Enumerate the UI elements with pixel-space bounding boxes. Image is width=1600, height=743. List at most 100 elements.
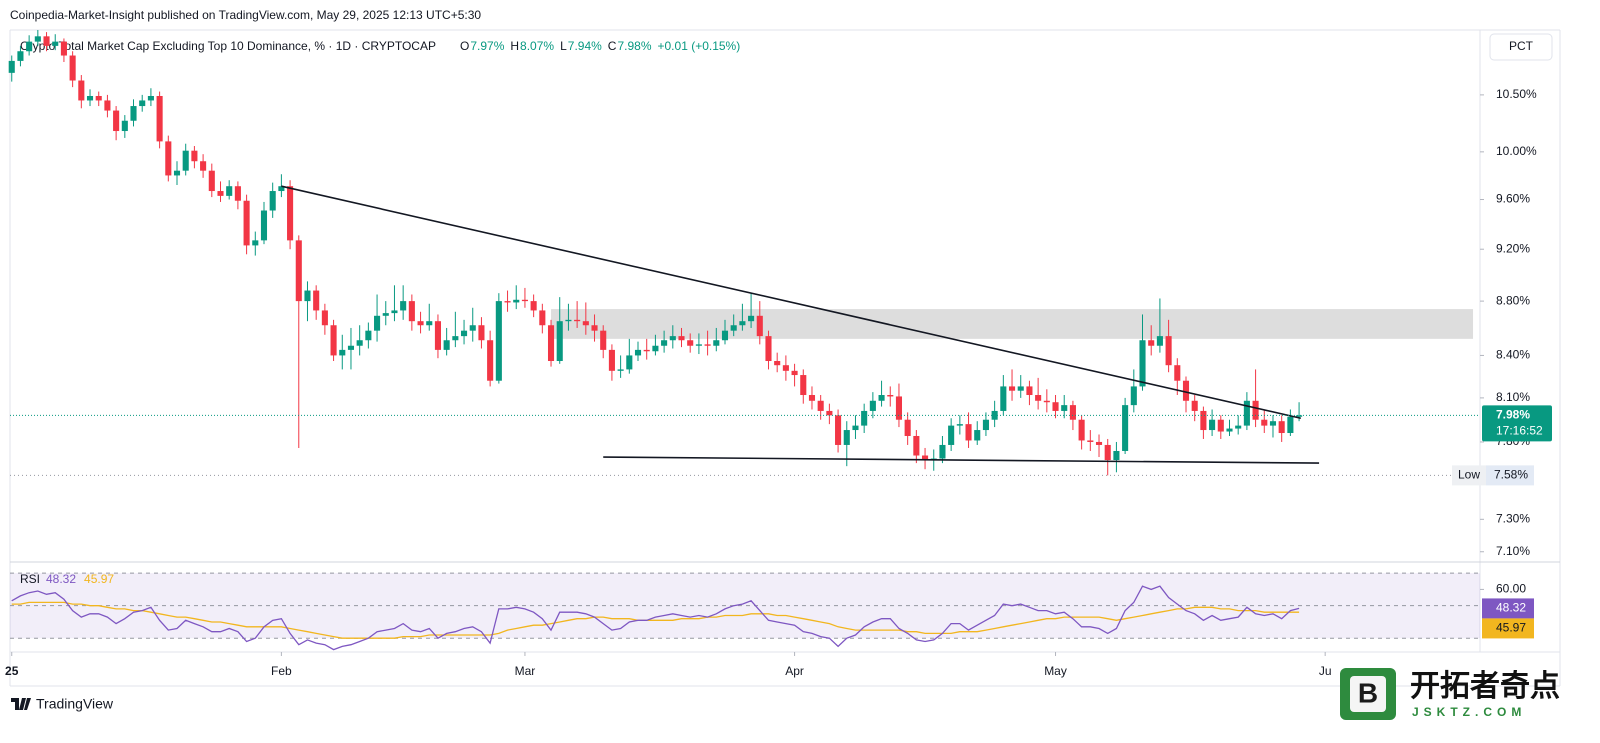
candle-body: [121, 120, 128, 132]
candle-body: [243, 200, 250, 246]
candle-body: [295, 240, 302, 302]
candle-body: [130, 106, 137, 121]
candle-body: [852, 425, 859, 431]
candle-body: [600, 330, 607, 350]
candle-body: [252, 240, 259, 246]
candle-body: [617, 369, 624, 371]
brand-text: TradingView: [36, 696, 114, 712]
axis-value-box: [1482, 618, 1534, 639]
candle-body: [313, 290, 320, 311]
candle-body: [17, 51, 24, 61]
candle-body: [487, 340, 494, 381]
candle-body: [391, 310, 398, 314]
y-tick-label: 8.10%: [1496, 390, 1530, 404]
candle-body: [365, 330, 372, 341]
candle-body: [843, 430, 850, 445]
y-tick-label: 7.30%: [1496, 511, 1530, 525]
candle-body: [739, 321, 746, 326]
candle-body: [574, 319, 581, 322]
candle-body: [582, 321, 589, 326]
trend-line: [281, 185, 1301, 420]
y-tick-label: 10.50%: [1496, 87, 1537, 101]
candle-body: [69, 55, 76, 81]
candle-body: [191, 150, 198, 162]
candle-body: [521, 299, 528, 302]
candle-body: [1278, 421, 1285, 434]
candle-body: [1139, 340, 1146, 387]
candle-body: [1052, 402, 1059, 411]
candle-body: [330, 325, 337, 356]
candle-body: [1191, 400, 1198, 411]
x-tick-label: Apr: [785, 664, 804, 678]
candle-body: [469, 325, 476, 331]
watermark-icon-inner: [1350, 676, 1386, 712]
chart-title: Crypto Total Market Cap Excluding Top 10…: [20, 39, 436, 53]
candle-body: [721, 330, 729, 341]
candle-body: [1069, 405, 1076, 420]
candle-body: [765, 336, 772, 362]
candle-body: [1174, 365, 1181, 381]
watermark-url: JSKTZ.COM: [1412, 705, 1526, 719]
candle-body: [652, 345, 659, 352]
y-tick-label: 8.80%: [1496, 293, 1530, 307]
candle-body: [1252, 400, 1259, 420]
candle-body: [904, 419, 911, 436]
candle-body: [8, 60, 15, 73]
legend-value: 7.97%: [470, 39, 504, 53]
candle-body: [835, 415, 842, 445]
candle-body: [417, 321, 424, 326]
candle-body: [443, 340, 450, 350]
y-tick-label: 7.10%: [1496, 544, 1530, 558]
candle-body: [165, 141, 172, 176]
candle-body: [478, 325, 485, 341]
legend-key: L: [560, 39, 567, 53]
candle-body: [1209, 419, 1216, 431]
legend-value: 8.07%: [520, 39, 554, 53]
candle-body: [791, 370, 798, 376]
candle-body: [878, 395, 885, 401]
legend-key: C: [608, 39, 617, 53]
candle-body: [1148, 340, 1155, 346]
candle-body: [347, 345, 355, 350]
legend-key: O: [460, 39, 469, 53]
x-tick-label: Feb: [271, 664, 292, 678]
candle-body: [1261, 419, 1268, 426]
candle-body: [965, 424, 972, 441]
candle-body: [530, 301, 537, 311]
candle-body: [982, 419, 989, 431]
candle-body: [591, 325, 598, 331]
candle-body: [60, 41, 67, 56]
candle-body: [861, 410, 868, 426]
candle-body: [869, 400, 876, 411]
y-tick-label: 8.40%: [1496, 348, 1530, 362]
candle-body: [913, 435, 920, 456]
candle-body: [1296, 415, 1303, 417]
legend-value: 7.98%: [617, 39, 651, 53]
candle-body: [687, 340, 694, 346]
axis-value-label: 48.32: [1496, 601, 1526, 615]
candle-body: [147, 95, 154, 101]
publisher-line: Coinpedia-Market-Insight published on Tr…: [10, 8, 481, 22]
y-tick-label: 10.00%: [1496, 144, 1537, 158]
brand-icon: [11, 698, 31, 710]
candle-body: [1078, 419, 1085, 441]
candle-body: [1087, 440, 1094, 442]
candle-body: [634, 349, 642, 356]
candle-body: [887, 395, 894, 397]
scale-button-label[interactable]: PCT: [1509, 39, 1534, 53]
candle-body: [408, 301, 415, 322]
candle-body: [452, 336, 459, 341]
candle-body: [547, 325, 555, 362]
countdown-label: 17:16:52: [1496, 423, 1543, 437]
candle-body: [1122, 405, 1129, 451]
x-tick-label: 25: [5, 664, 19, 678]
candle-body: [382, 313, 389, 316]
candle-body: [234, 186, 241, 201]
scale-button[interactable]: [1489, 33, 1553, 61]
x-tick-label: May: [1044, 664, 1067, 678]
candle-body: [1156, 336, 1163, 346]
candle-body: [26, 41, 33, 52]
candle-body: [748, 315, 755, 322]
candle-body: [539, 310, 546, 326]
